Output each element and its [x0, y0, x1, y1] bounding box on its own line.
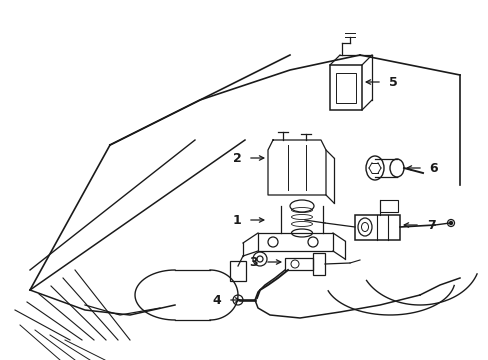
Text: 6: 6: [429, 162, 437, 175]
Text: 3: 3: [249, 256, 258, 269]
Bar: [329, 65, 361, 110]
Bar: [335, 73, 355, 103]
Bar: [312, 253, 325, 275]
Text: 1: 1: [232, 213, 241, 226]
Bar: [354, 215, 399, 240]
Text: 4: 4: [212, 293, 221, 306]
Text: 2: 2: [232, 152, 241, 165]
Bar: [258, 233, 332, 251]
Circle shape: [448, 221, 451, 225]
Bar: [229, 261, 245, 281]
Bar: [285, 258, 312, 270]
Bar: [379, 200, 397, 212]
Text: 7: 7: [426, 219, 434, 231]
Text: 5: 5: [388, 76, 397, 89]
